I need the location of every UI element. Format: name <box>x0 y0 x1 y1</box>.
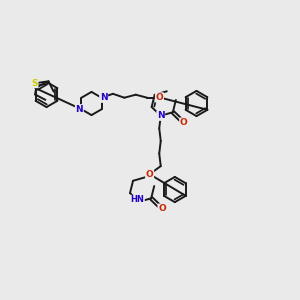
Text: N: N <box>157 111 165 120</box>
Text: N: N <box>100 93 107 102</box>
Text: S: S <box>31 79 38 88</box>
Text: O: O <box>156 93 163 102</box>
Text: O: O <box>158 204 166 213</box>
Text: HN: HN <box>130 196 144 205</box>
Text: O: O <box>146 170 154 179</box>
Text: N: N <box>76 105 83 114</box>
Text: O: O <box>180 118 188 127</box>
